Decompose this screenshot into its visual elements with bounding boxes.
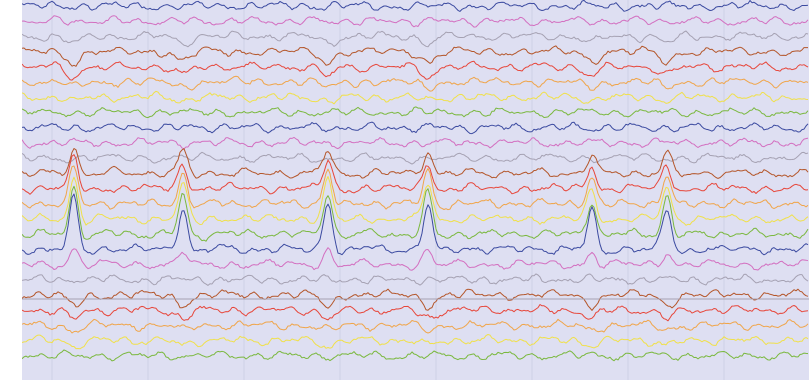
- channel-trace: [22, 154, 809, 195]
- channel-trace: [22, 0, 809, 12]
- channel-trace: [22, 304, 809, 322]
- channel-trace: [22, 193, 809, 256]
- channel-trace: [22, 247, 809, 271]
- channel-trace: [22, 176, 809, 226]
- channel-trace: [22, 45, 808, 67]
- channel-trace: [22, 75, 809, 92]
- channel-trace: [22, 318, 809, 334]
- channel-trace: [22, 273, 809, 286]
- channel-trace: [22, 148, 809, 179]
- channel-trace: [22, 185, 809, 242]
- trace-canvas: [22, 0, 809, 380]
- channel-trace: [22, 288, 809, 311]
- channel-trace: [22, 151, 809, 165]
- channel-trace: [22, 136, 809, 150]
- channel-trace: [22, 106, 809, 119]
- plot-area: [22, 0, 809, 380]
- channel-trace: [22, 165, 809, 211]
- channel-trace: [22, 90, 809, 105]
- channel-trace: [22, 60, 809, 81]
- channel-trace: [22, 121, 809, 135]
- channel-trace: [22, 349, 809, 362]
- channel-trace: [22, 334, 809, 350]
- channel-trace: [22, 15, 809, 28]
- channel-trace: [22, 30, 809, 48]
